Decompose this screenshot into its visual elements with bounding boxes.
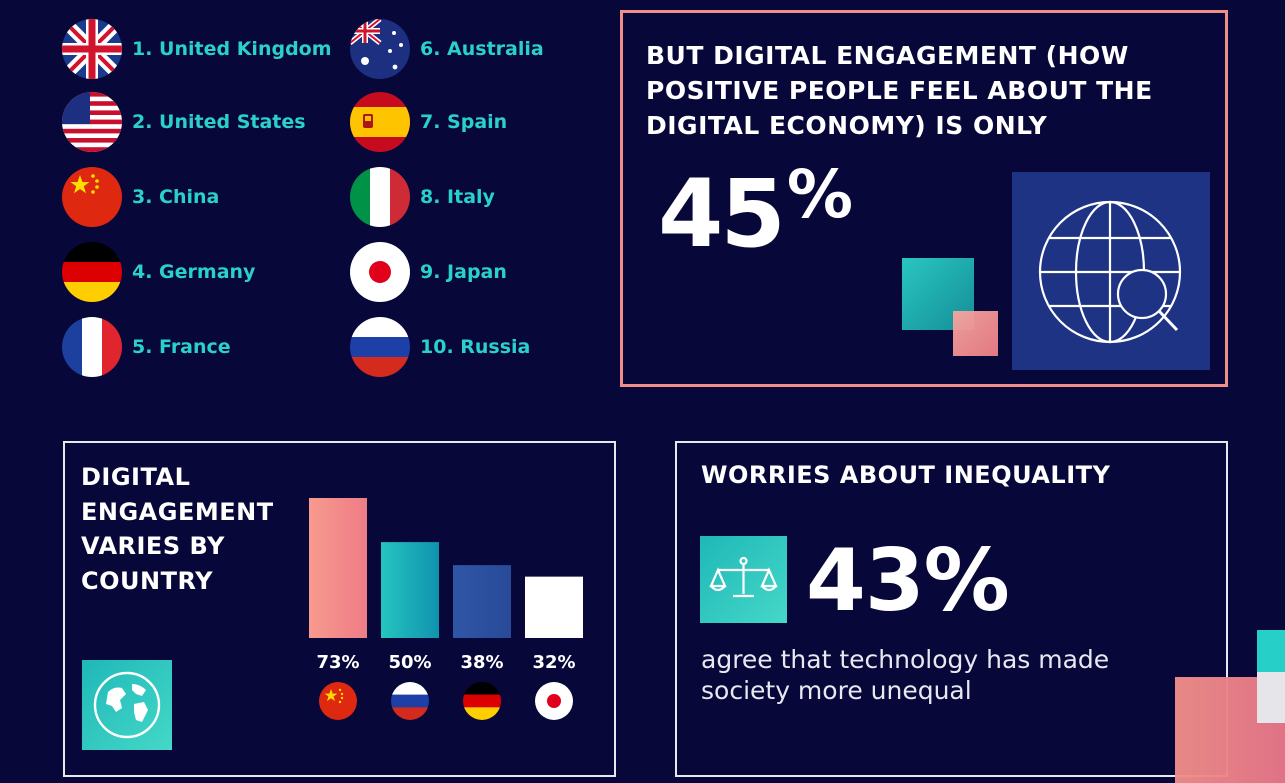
- russia-flag-icon: [391, 682, 429, 720]
- italy-flag-icon: [350, 167, 410, 227]
- ranking-item: 6. Australia: [350, 19, 544, 79]
- ranking-label: 10. Russia: [420, 336, 531, 358]
- globe-icon: [82, 660, 172, 750]
- china-flag-icon: [62, 167, 122, 227]
- ranking-item: 10. Russia: [350, 317, 530, 377]
- bar-value-label: 38%: [460, 652, 503, 673]
- germany-flag-icon: [463, 682, 501, 720]
- ranking-label: 8. Italy: [420, 186, 495, 208]
- ranking-label: 3. China: [132, 186, 220, 208]
- russia-flag-icon: [350, 317, 410, 377]
- germany-flag-icon: [62, 242, 122, 302]
- engagement-stat: 45%: [658, 162, 853, 262]
- bar-value-label: 32%: [532, 652, 575, 673]
- japan-flag-icon: [350, 242, 410, 302]
- japan-flag-icon: [535, 682, 573, 720]
- engagement-panel: [620, 10, 1228, 387]
- australia-flag-icon: [350, 19, 410, 79]
- bar-value-label: 50%: [388, 652, 431, 673]
- globe-search-icon: [1012, 172, 1210, 370]
- engagement-stat-number: 45: [658, 160, 786, 269]
- salmon-square-decoration: [953, 311, 998, 356]
- ranking-label: 5. France: [132, 336, 231, 358]
- inequality-caption: agree that technology has made society m…: [701, 645, 1110, 705]
- ranking-item: 2. United States: [62, 92, 306, 152]
- scales-icon: [700, 536, 787, 623]
- bar-russia: [381, 542, 439, 638]
- ranking-label: 2. United States: [132, 111, 306, 133]
- spain-flag-icon: [350, 92, 410, 152]
- france-flag-icon: [62, 317, 122, 377]
- teal-white-block-decoration: [1257, 630, 1285, 723]
- ranking-label: 7. Spain: [420, 111, 508, 133]
- engagement-stat-suffix: %: [786, 156, 853, 233]
- ranking-label: 1. United Kingdom: [132, 38, 332, 60]
- ranking-item: 9. Japan: [350, 242, 507, 302]
- ranking-item: 7. Spain: [350, 92, 507, 152]
- country-panel: [63, 441, 616, 777]
- bar-germany: [453, 565, 511, 638]
- inequality-panel: [675, 441, 1228, 777]
- ranking-label: 6. Australia: [420, 38, 544, 60]
- ranking-label: 4. Germany: [132, 261, 256, 283]
- inequality-panel-title: WORRIES ABOUT INEQUALITY: [701, 461, 1111, 489]
- bar-china: [309, 498, 367, 638]
- ranking-item: 3. China: [62, 167, 219, 227]
- engagement-headline: BUT DIGITAL ENGAGEMENT (HOW POSITIVE PEO…: [646, 41, 1153, 140]
- ranking-item: 8. Italy: [350, 167, 495, 227]
- us-flag-icon: [62, 92, 122, 152]
- country-panel-title: DIGITAL ENGAGEMENT VARIES BY COUNTRY: [81, 463, 274, 595]
- inequality-stat: 43%: [806, 531, 1010, 631]
- ranking-item: 4. Germany: [62, 242, 255, 302]
- ranking-item: 5. France: [62, 317, 231, 377]
- bar-japan: [525, 576, 583, 638]
- ranking-item: 1. United Kingdom: [62, 19, 332, 79]
- bar-value-label: 73%: [316, 652, 359, 673]
- ranking-label: 9. Japan: [420, 261, 507, 283]
- country-bar-chart: 73% 50% 38% 32%: [309, 498, 583, 720]
- uk-flag-icon: [62, 19, 122, 79]
- china-flag-icon: [319, 682, 357, 720]
